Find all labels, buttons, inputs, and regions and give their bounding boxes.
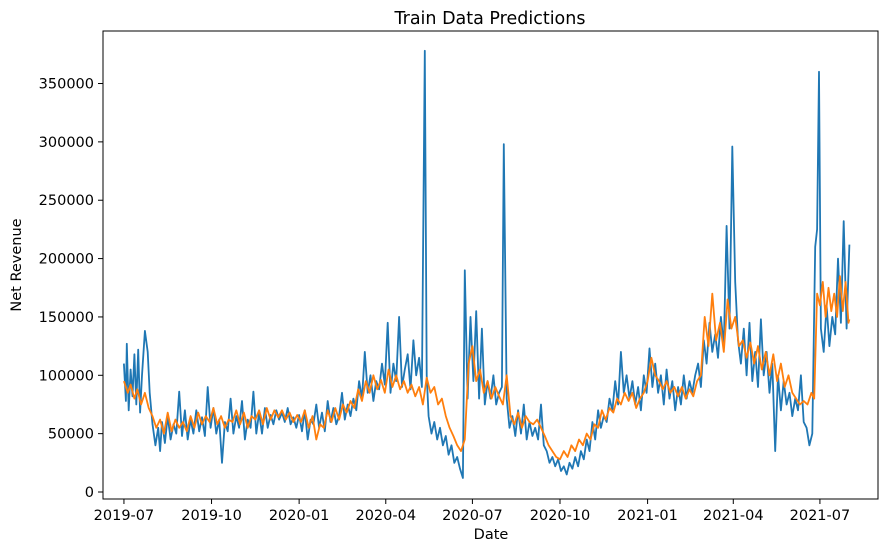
- chart-title: Train Data Predictions: [394, 9, 586, 29]
- x-tick-label: 2020-10: [530, 508, 591, 524]
- y-tick-label: 50000: [48, 427, 94, 443]
- y-tick-label: 350000: [39, 77, 94, 93]
- y-tick-label: 200000: [39, 252, 94, 268]
- x-tick-label: 2020-04: [355, 508, 416, 524]
- y-tick-label: 150000: [39, 310, 94, 326]
- x-tick-label: 2019-07: [94, 508, 155, 524]
- y-tick-label: 0: [85, 485, 94, 501]
- x-tick-label: 2021-04: [703, 508, 764, 524]
- y-tick-label: 300000: [39, 135, 94, 151]
- x-tick-label: 2021-01: [617, 508, 678, 524]
- y-axis-label: Net Revenue: [9, 218, 25, 311]
- x-tick-label: 2019-10: [181, 508, 242, 524]
- x-tick-label: 2020-01: [269, 508, 330, 524]
- x-tick-label: 2020-07: [442, 508, 503, 524]
- y-tick-label: 100000: [39, 368, 94, 384]
- x-tick-label: 2021-07: [790, 508, 851, 524]
- y-tick-label: 250000: [39, 193, 94, 209]
- x-axis-label: Date: [474, 527, 509, 543]
